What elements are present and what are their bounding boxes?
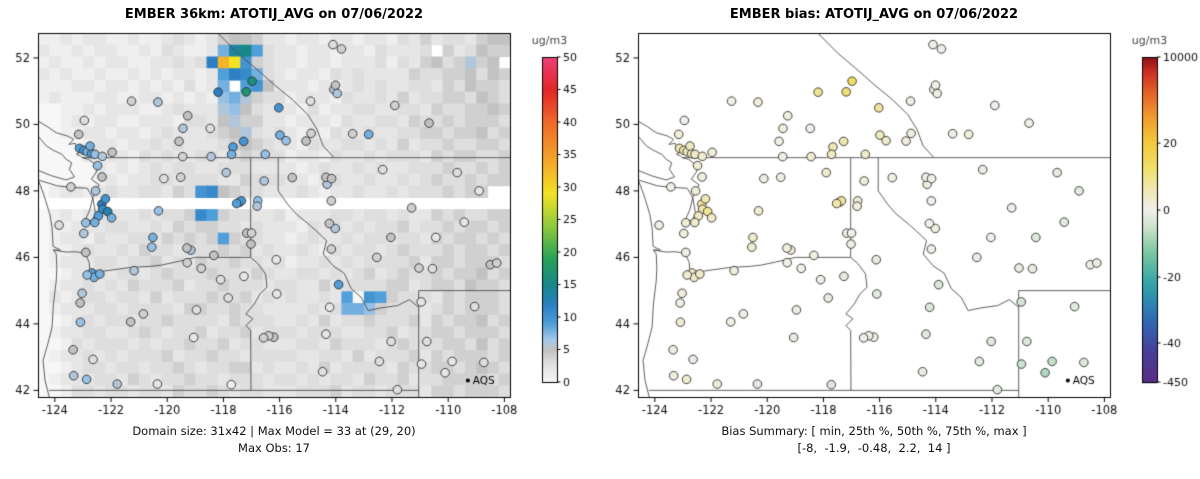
left-caption-line1: Domain size: 31x42 | Max Model = 33 at (… xyxy=(132,424,416,438)
right-caption-line2: [-8, -1.9, -0.48, 2.2, 14 ] xyxy=(797,441,951,455)
right-panel-title: EMBER bias: ATOTIJ_AVG on 07/06/2022 xyxy=(729,7,1019,22)
right-caption-line1: Bias Summary: [ min, 25th %, 50th %, 75t… xyxy=(721,424,1027,438)
left-caption-line2: Max Obs: 17 xyxy=(238,441,310,455)
left-panel-title: EMBER 36km: ATOTIJ_AVG on 07/06/2022 xyxy=(124,7,424,22)
